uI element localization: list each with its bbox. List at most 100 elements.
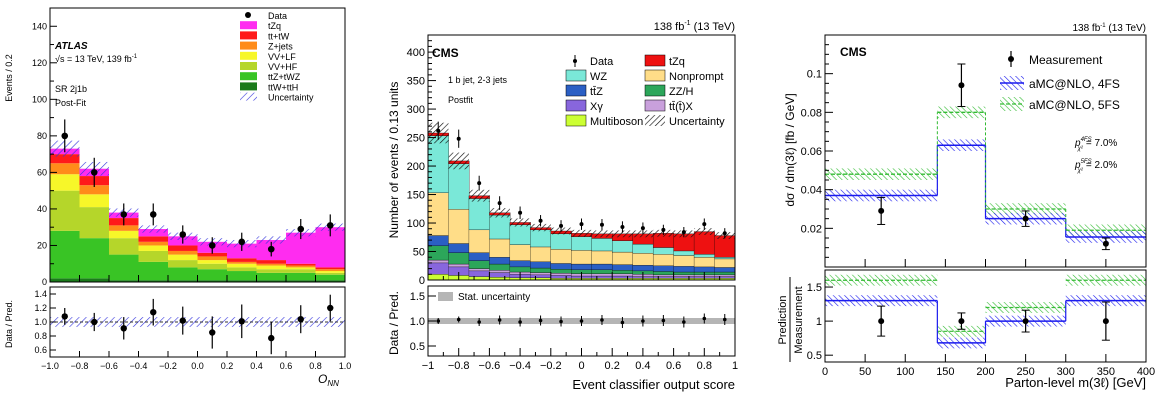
cms-classifier-stack-bar	[468, 252, 490, 261]
atlas-x-tick-label: 0.2	[221, 361, 234, 371]
cms-classifier-ratio-y-tick-label: 0.5	[410, 341, 425, 353]
atlas-legend-swatch	[240, 62, 257, 70]
cms-classifier-stack-bar	[468, 270, 490, 277]
cms-classifier-uncertainty-band	[694, 228, 715, 235]
cms-classifier-stack-bar	[550, 263, 572, 270]
cms-classifier-stack-bar	[468, 260, 490, 269]
cms-differential-x-tick-label: 350	[1097, 366, 1115, 378]
atlas-legend-label: tZq	[268, 21, 281, 31]
cms-classifier-ratio-point	[620, 320, 625, 325]
atlas-stack-bar	[109, 254, 139, 281]
cms-classifier-ratio-point	[600, 318, 604, 322]
cms-classifier-stack-bar	[489, 272, 511, 278]
cms-differential-ratio-y-label-top: Prediction	[777, 296, 789, 345]
cms-classifier-stack-bar	[652, 247, 675, 255]
atlas-stack-bar	[256, 263, 286, 266]
cms-differential-ratio-plot: 0.5 1 1.5 0 50 100 150 200 250 300 350 400	[807, 269, 1155, 378]
cms-classifier-x-tick-label: 0.8	[697, 360, 712, 372]
cms-differential-x-tick-label: 100	[896, 366, 914, 378]
cms-classifier-legend-label: tt̄Z	[590, 86, 603, 98]
cms-differential-legend-label: Measurement	[1029, 53, 1103, 67]
cms-classifier-stack-bar	[673, 266, 695, 273]
cms-classifier-legend-swatch	[565, 69, 587, 82]
atlas-stack-bar	[227, 271, 257, 281]
cms-differential-ratio-y-tick-label: 1	[816, 316, 822, 328]
cms-classifier-legend-label: tt̄(t̄)X	[669, 101, 693, 113]
cms-classifier-data-point	[681, 230, 686, 235]
cms-classifier-stack-bar	[693, 266, 715, 273]
cms-classifier-x-tick-label: −0.4	[509, 360, 531, 372]
atlas-stack-bar	[109, 280, 139, 282]
cms-classifier-y-tick-label: 300	[407, 104, 425, 116]
atlas-legend-marker-data	[245, 12, 251, 18]
atlas-uncertainty-band	[138, 225, 168, 233]
atlas-x-axis-label: ONN	[318, 372, 339, 388]
cms-classifier-stack-bar	[714, 257, 736, 260]
cms-classifier-legend-swatch	[644, 84, 666, 97]
cms-differential-y-tick-label: 0.02	[801, 223, 822, 235]
atlas-ratio-y-tick-label: 0.8	[34, 331, 47, 341]
cms-classifier-stack-bar	[489, 270, 511, 273]
atlas-ratio-point	[297, 316, 304, 323]
atlas-x-tick-label: −0.2	[159, 361, 177, 371]
atlas-x-tick-label: 0.8	[309, 361, 322, 371]
cms-classifier-x-tick-label: 0.2	[605, 360, 620, 372]
atlas-legend-swatch-uncertainty	[240, 92, 257, 101]
cms-classifier-legend-swatch	[644, 54, 666, 67]
cms-differential-measurement-point	[878, 207, 885, 214]
atlas-stack-bar	[315, 267, 345, 270]
cms-classifier-stack-bar	[448, 243, 470, 253]
cms-classifier-stack-bar	[714, 258, 736, 268]
cms-classifier-ratio-point	[477, 320, 481, 324]
atlas-ratio-y-tick-label: 1.0	[34, 317, 47, 327]
atlas-data-point	[297, 225, 305, 233]
cms-classifier-stack-bar	[448, 163, 470, 210]
atlas-legend-swatch	[240, 21, 257, 30]
cms-classifier-legend-label: Nonprompt	[669, 71, 723, 83]
cms-classifier-uncertainty-band	[612, 230, 633, 238]
cms-differential-ratio-point	[958, 318, 965, 325]
cms-classifier-uncertainty-band	[489, 208, 510, 218]
atlas-stack-bar	[286, 269, 316, 273]
cms-classifier-stack-bar	[591, 250, 613, 265]
atlas-x-tick-label: −0.6	[100, 361, 118, 371]
cms-classifier-x-tick-label: 1	[732, 360, 738, 372]
cms-differential-y-tick-label: 0.04	[801, 185, 822, 197]
atlas-panel: 0 20 40 60 80 100 120 140 0.6 0.8 1.0 1.2 1.4 −1.0 −0…	[4, 7, 351, 388]
atlas-ratio-point	[120, 325, 127, 332]
cms-classifier-stack-bar	[612, 264, 634, 271]
cms-classifier-stack-bar	[673, 274, 695, 277]
atlas-stack-bar	[227, 280, 257, 282]
cms-classifier-ratio-point	[497, 318, 502, 322]
atlas-stack-bar	[286, 265, 316, 268]
atlas-legend-label: ttZ+tWZ	[268, 72, 301, 82]
cms-classifier-legend-marker-data	[573, 59, 577, 63]
cms-differential-5fs-band	[985, 203, 1066, 215]
cms-classifier-stack-bar	[632, 253, 654, 266]
atlas-fit-label: Post-Fit	[55, 98, 87, 108]
cms-classifier-x-tick-label: 0	[578, 360, 584, 372]
cms-classifier-region-label: 1 b jet, 2-3 jets	[448, 75, 508, 85]
cms-classifier-stack-bar	[530, 274, 552, 278]
cms-classifier-stack-bar	[714, 271, 736, 276]
atlas-stack-bar	[168, 250, 198, 255]
atlas-stack-bar	[50, 230, 80, 279]
cms-differential-5fs-band	[1065, 224, 1146, 237]
atlas-stack-bar	[50, 154, 80, 164]
cms-classifier-ratio-legend-label: Stat. uncertainty	[458, 292, 530, 303]
atlas-x-tick-label: −0.8	[71, 361, 89, 371]
cms-classifier-ratio-point	[682, 320, 686, 324]
atlas-stack-bar	[286, 263, 316, 266]
atlas-ratio-y-tick-label: 1.4	[34, 289, 47, 299]
atlas-stack-bar	[256, 265, 286, 270]
cms-classifier-stack-bar	[550, 249, 572, 264]
cms-differential-y-tick-label: 0.06	[801, 146, 822, 158]
atlas-stack-bar	[168, 280, 198, 282]
cms-classifier-stack-bar	[489, 263, 511, 271]
cms-classifier-data-point	[518, 210, 523, 215]
cms-classifier-ratio-point	[641, 319, 645, 323]
cms-classifier-stack-bar	[591, 269, 613, 274]
atlas-x-tick-label: 0.0	[191, 361, 204, 371]
cms-classifier-stack-bar	[530, 246, 552, 262]
cms-classifier-stack-bar	[714, 274, 736, 277]
